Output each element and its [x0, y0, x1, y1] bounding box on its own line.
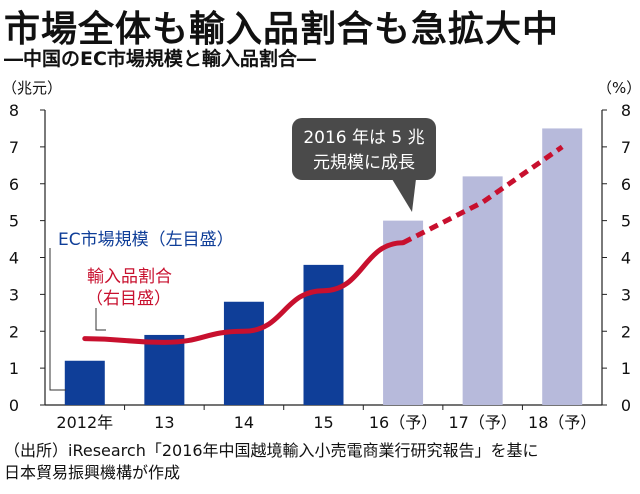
x-tick-label: 13 [154, 413, 174, 432]
line-legend-label: 輸入品割合 [87, 267, 172, 287]
left-tick-label: 5 [9, 212, 19, 231]
source-line-1: （出所）iResearch「2016年中国越境輸入小売電商業行研究報告」を基に [4, 441, 539, 460]
bar-forecast [462, 176, 503, 405]
source-line-2: 日本貿易振興機構が作成 [4, 463, 181, 482]
annotation-callout: 2016 年は 5 兆 元規模に成長 [292, 118, 436, 212]
left-tick-label: 2 [9, 322, 19, 341]
callout-box [292, 118, 436, 180]
right-tick-label: 3 [621, 285, 631, 304]
right-tick-label: 2 [621, 322, 631, 341]
right-tick-label: 6 [621, 175, 631, 194]
line-legend-leader [95, 308, 106, 331]
legend-group: EC市場規模（左目盛） 輸入品割合 （右目盛） [49, 230, 234, 391]
bar [64, 360, 105, 405]
right-axis-unit: （%） [597, 79, 640, 97]
x-tick-label: 16（予） [369, 413, 437, 432]
left-tick-label: 0 [9, 396, 19, 415]
bar [223, 301, 264, 405]
source-note: （出所）iResearch「2016年中国越境輸入小売電商業行研究報告」を基に … [4, 440, 539, 484]
callout-line-1: 2016 年は 5 兆 [303, 128, 424, 148]
bar [144, 334, 185, 405]
right-tick-label: 4 [621, 249, 631, 268]
line-group [82, 144, 564, 345]
right-tick-label: 7 [621, 138, 631, 157]
right-tick-label: 0 [621, 396, 631, 415]
right-tick-label: 5 [621, 212, 631, 231]
bar-legend-label: EC市場規模（左目盛） [58, 230, 234, 250]
left-tick-label: 4 [9, 249, 19, 268]
left-tick-label: 8 [9, 101, 19, 120]
right-tick-label: 8 [621, 101, 631, 120]
left-axis-unit: （兆元） [2, 79, 62, 97]
x-tick-label: 2012年 [56, 413, 113, 432]
chart-subtitle: ―中国のEC市場規模と輸入品割合― [4, 48, 316, 70]
right-tick-label: 1 [621, 359, 631, 378]
left-tick-label: 7 [9, 138, 19, 157]
callout-line-2: 元規模に成長 [313, 153, 415, 173]
bar-group [64, 128, 583, 405]
chart: （兆元） （%） 0 0 1 1 2 2 3 3 4 4 5 5 6 6 7 7 8 8 2012年 13 14 15 16… [2, 79, 640, 432]
line-legend-sublabel: （右目盛） [86, 289, 171, 309]
left-tick-label: 6 [9, 175, 19, 194]
left-tick-label: 3 [9, 285, 19, 304]
x-tick-label: 17（予） [448, 413, 516, 432]
x-tick-label: 15 [313, 413, 333, 432]
bar-forecast [542, 128, 583, 405]
callout-pointer [392, 179, 416, 212]
share-line-forecast [401, 144, 564, 245]
x-tick-label: 14 [234, 413, 254, 432]
left-tick-label: 1 [9, 359, 19, 378]
bar-legend-leader [49, 248, 66, 391]
tick-group: 0 0 1 1 2 2 3 3 4 4 5 5 6 6 7 7 8 8 2012年 13 14 15 16（予） 17（予） 1… [9, 101, 631, 432]
x-tick-label: 18（予） [528, 413, 596, 432]
bar-forecast [383, 220, 424, 405]
chart-title: 市場全体も輸入品割合も急拡大中 [4, 9, 560, 50]
share-line-solid [82, 240, 406, 345]
